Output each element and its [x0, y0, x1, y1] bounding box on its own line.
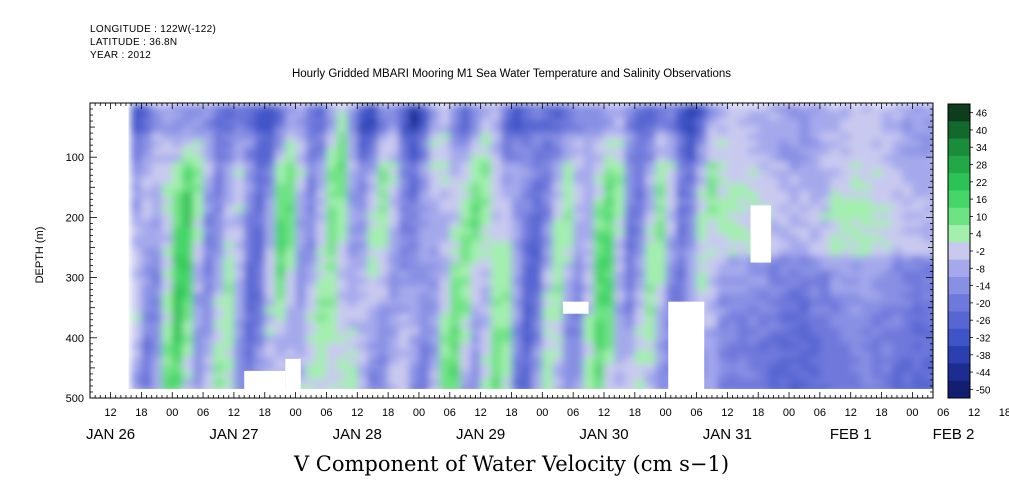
- x-hour-tick-label: 12: [968, 407, 980, 419]
- x-hour-tick-label: 12: [104, 407, 116, 419]
- x-date-label: JAN 29: [456, 426, 505, 443]
- colorbar-swatch: [948, 276, 970, 295]
- colorbar-swatch: [948, 311, 970, 330]
- colorbar-swatch: [948, 294, 970, 313]
- colorbar-label: -8: [976, 264, 985, 275]
- y-tick-label: 100: [66, 152, 84, 164]
- x-hour-tick-label: 00: [660, 407, 672, 419]
- colorbar-label: 34: [976, 143, 988, 154]
- x-hour-tick-label: 18: [382, 407, 394, 419]
- colorbar-swatch: [948, 363, 970, 382]
- colorbar-label: 28: [976, 161, 988, 172]
- colorbar-swatch: [948, 121, 970, 140]
- colorbar-label: 40: [976, 126, 988, 137]
- x-hour-tick-label: 00: [413, 407, 425, 419]
- x-hour-tick-label: 00: [906, 407, 918, 419]
- colorbar-label: 16: [976, 195, 988, 206]
- colorbar-label: 10: [976, 212, 988, 223]
- colorbar-swatch: [948, 155, 970, 174]
- x-hour-tick-label: 18: [505, 407, 517, 419]
- x-hour-tick-label: 18: [999, 407, 1009, 419]
- colorbar-label: -38: [976, 351, 991, 362]
- x-axis-label: V Component of Water Velocity (cm s−1): [293, 452, 730, 476]
- x-hour-tick-label: 12: [721, 407, 733, 419]
- x-date-label: FEB 2: [933, 426, 975, 443]
- x-hour-tick-label: 12: [475, 407, 487, 419]
- x-hour-tick-label: 06: [444, 407, 456, 419]
- chart-title: Hourly Gridded MBARI Mooring M1 Sea Wate…: [291, 68, 732, 80]
- x-hour-tick-label: 12: [351, 407, 363, 419]
- x-hour-tick-label: 12: [228, 407, 240, 419]
- x-hour-tick-label: 06: [567, 407, 579, 419]
- colorbar-swatch: [948, 207, 970, 226]
- latitude-label: LATITUDE : 36.8N: [90, 37, 178, 48]
- colorbar-label: -44: [976, 368, 991, 379]
- colorbar-swatch: [948, 190, 970, 209]
- colorbar-label: -14: [976, 282, 991, 293]
- colorbar-label: -32: [976, 333, 991, 344]
- colorbar-swatch: [948, 380, 970, 399]
- colorbar-label: -26: [976, 316, 991, 327]
- colorbar-swatch: [948, 138, 970, 157]
- x-hour-tick-label: 00: [536, 407, 548, 419]
- x-hour-tick-label: 06: [690, 407, 702, 419]
- x-hour-tick-label: 00: [166, 407, 178, 419]
- x-hour-tick-label: 06: [320, 407, 332, 419]
- x-hour-tick-label: 12: [598, 407, 610, 419]
- colorbar-swatch: [948, 242, 970, 261]
- x-hour-tick-label: 18: [629, 407, 641, 419]
- colorbar-swatch: [948, 225, 970, 243]
- velocity-field: [131, 104, 933, 395]
- colorbar-label: 22: [976, 178, 988, 189]
- colorbar-swatch: [948, 104, 970, 122]
- x-date-label: JAN 31: [703, 426, 752, 443]
- x-date-label: JAN 26: [86, 426, 135, 443]
- x-date-label: JAN 27: [209, 426, 258, 443]
- x-hour-tick-label: 18: [135, 407, 147, 419]
- x-hour-tick-label: 18: [752, 407, 764, 419]
- colorbar-label: 46: [976, 109, 988, 120]
- x-date-label: JAN 28: [333, 426, 382, 443]
- x-hour-tick-label: 06: [197, 407, 209, 419]
- colorbar-swatch: [948, 328, 970, 347]
- colorbar-label: -20: [976, 299, 991, 310]
- y-tick-label: 400: [66, 333, 84, 345]
- colorbar-label: 4: [976, 230, 982, 241]
- colorbar-swatch: [948, 259, 970, 278]
- colorbar-swatch: [948, 173, 970, 191]
- longitude-label: LONGITUDE : 122W(-122): [90, 24, 217, 35]
- year-label: YEAR : 2012: [90, 50, 152, 61]
- x-hour-tick-label: 00: [783, 407, 795, 419]
- x-hour-tick-label: 06: [937, 407, 949, 419]
- x-date-label: JAN 30: [579, 426, 628, 443]
- x-hour-tick-label: 06: [814, 407, 826, 419]
- y-tick-label: 200: [66, 212, 84, 224]
- x-date-label: FEB 1: [830, 426, 872, 443]
- y-tick-label: 500: [66, 393, 84, 405]
- x-hour-tick-label: 12: [845, 407, 857, 419]
- y-tick-label: 300: [66, 273, 84, 285]
- colorbar-label: -2: [976, 247, 985, 258]
- x-hour-tick-label: 00: [289, 407, 301, 419]
- colorbar-label: -50: [976, 385, 991, 396]
- x-hour-tick-label: 18: [259, 407, 271, 419]
- colorbar-swatch: [948, 346, 970, 364]
- x-hour-tick-label: 18: [875, 407, 887, 419]
